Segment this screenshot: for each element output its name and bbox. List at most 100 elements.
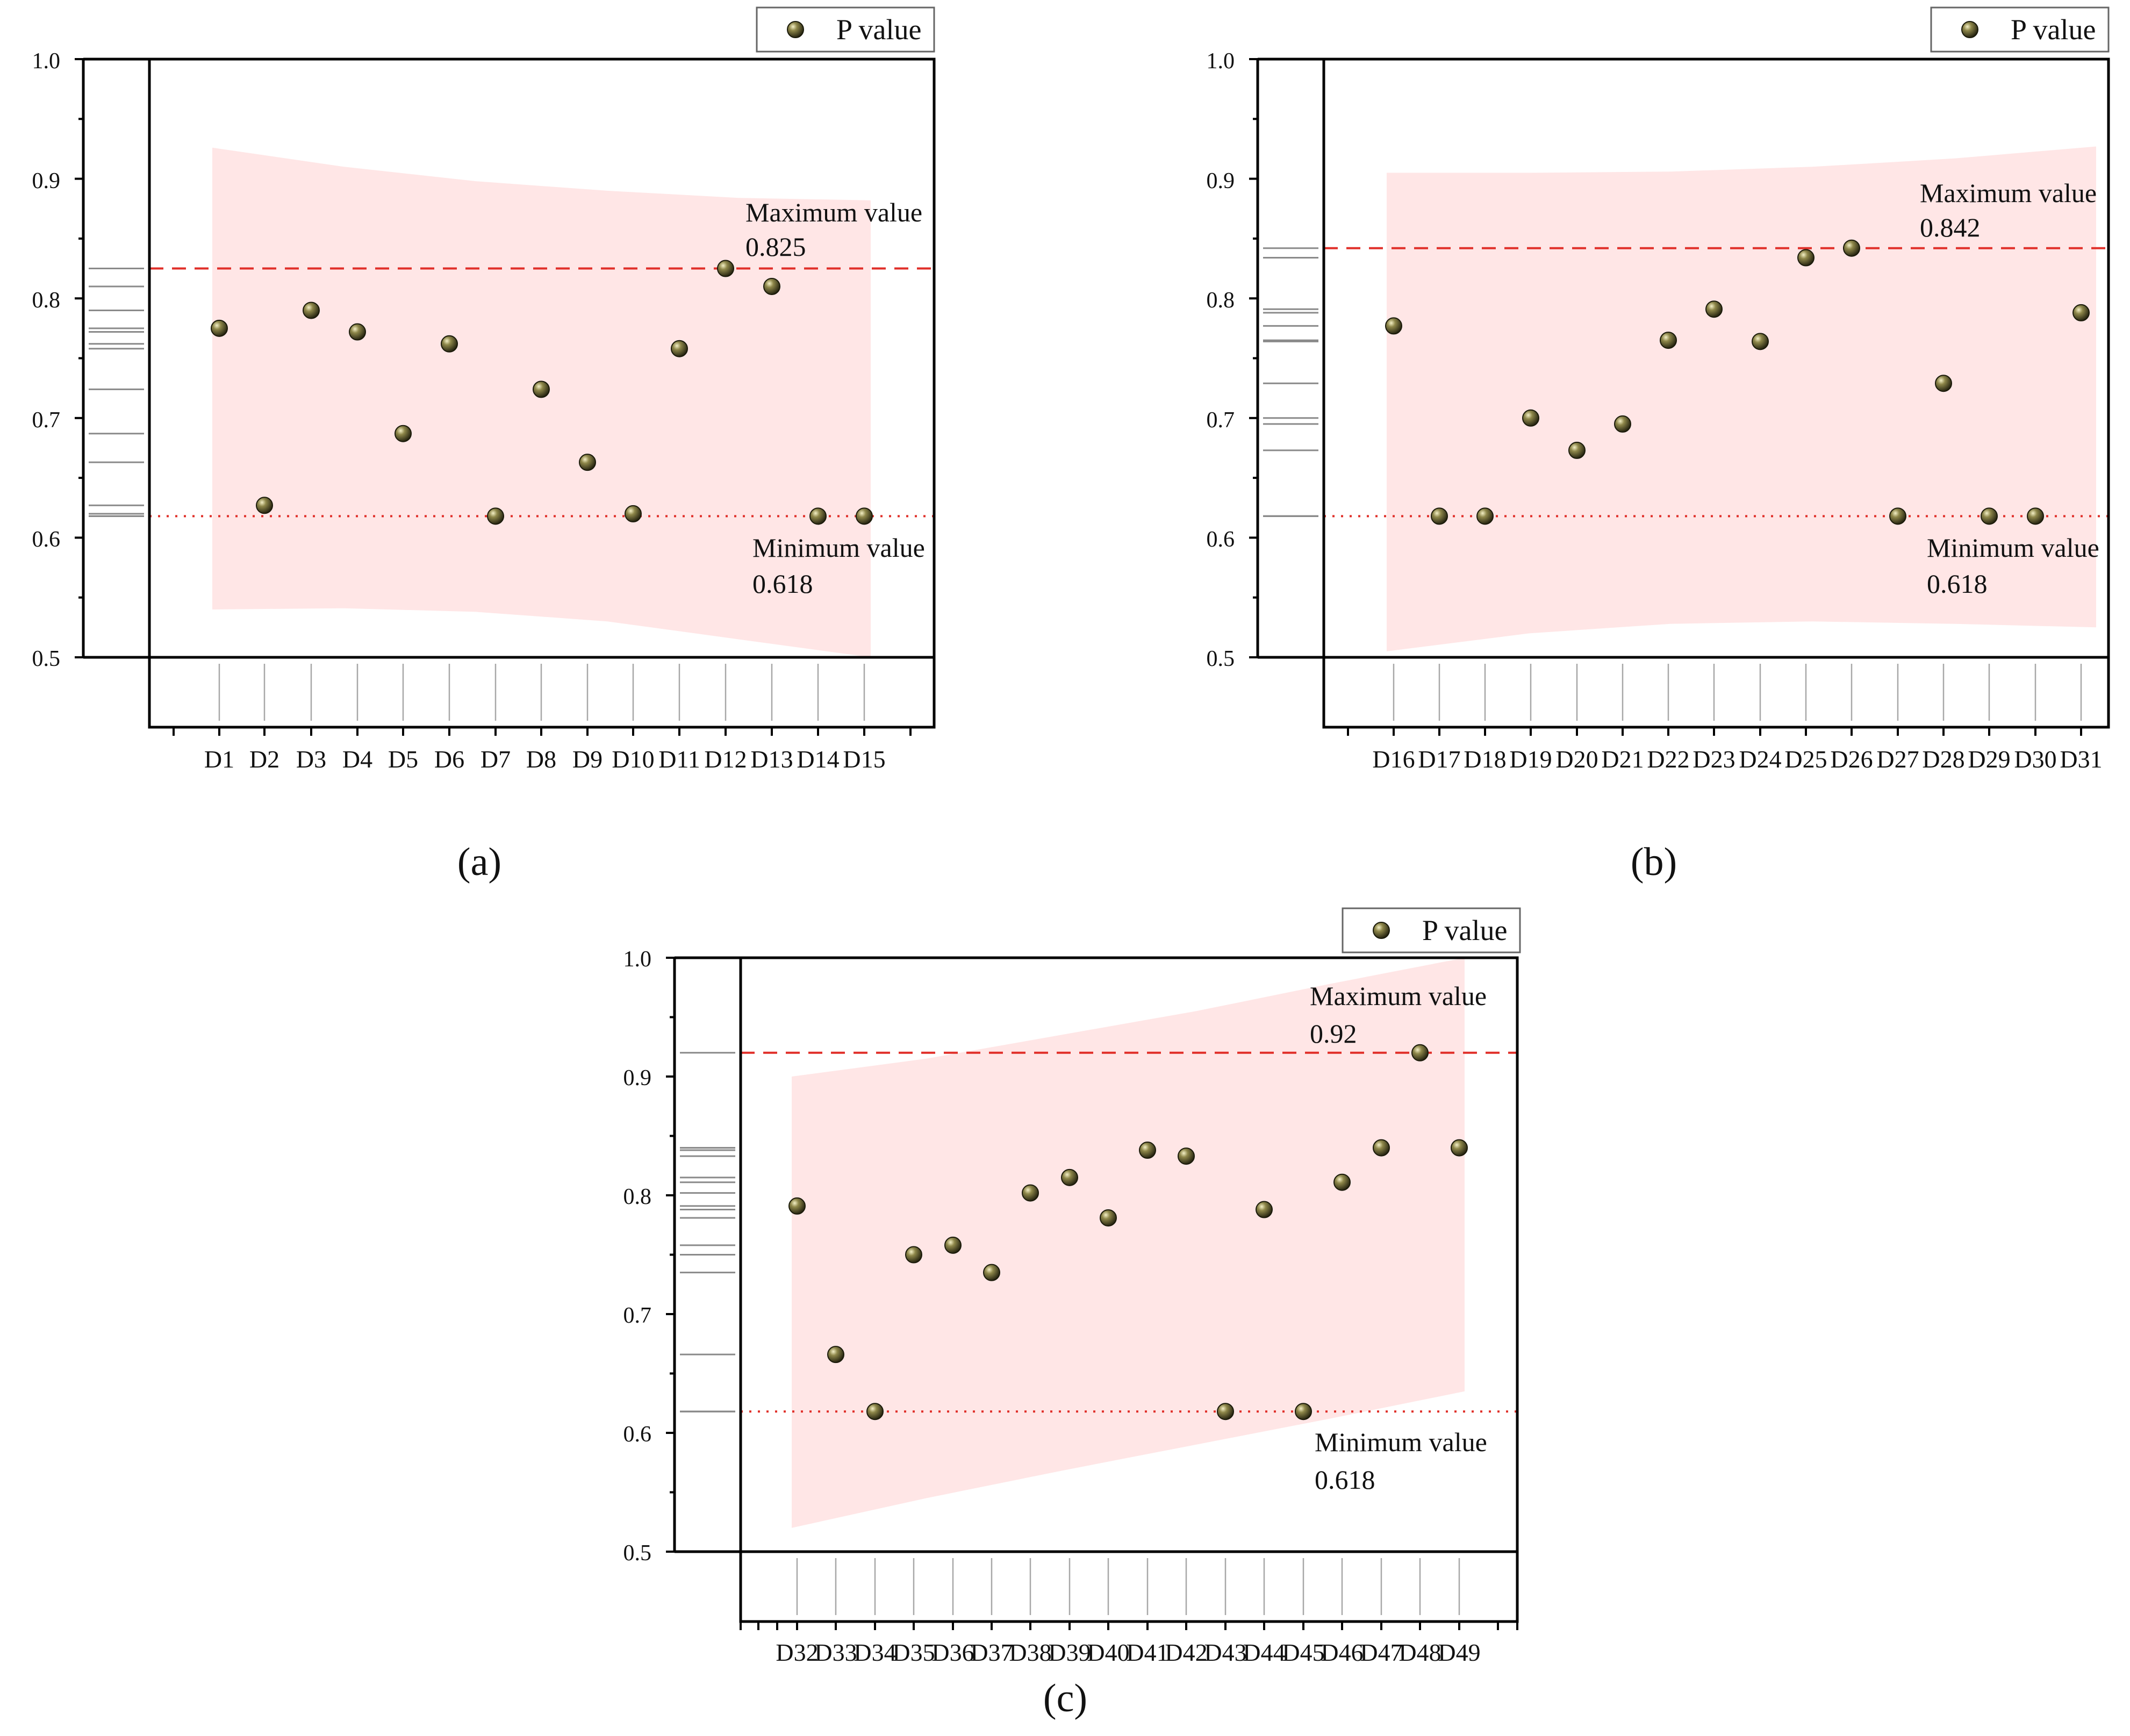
xtick-label-b-15: D31 [2060, 745, 2102, 773]
data-point-D19 [1522, 409, 1539, 427]
xtick-label-a-4: D5 [388, 745, 418, 773]
data-point-D44 [1256, 1201, 1273, 1218]
xtick-label-c-0: D32 [776, 1639, 818, 1666]
data-point-D48 [1411, 1044, 1429, 1061]
xtick-label-b-13: D29 [1968, 745, 2010, 773]
data-point-D30 [2027, 507, 2044, 525]
data-point-D45 [1295, 1403, 1312, 1421]
data-point-D46 [1333, 1173, 1351, 1191]
xtick-label-c-12: D44 [1243, 1639, 1285, 1666]
xtick-label-b-2: D18 [1464, 745, 1506, 773]
data-point-D4 [349, 323, 366, 341]
xtick-label-c-11: D43 [1204, 1639, 1246, 1666]
ytick-label-a-0: 0.5 [32, 647, 61, 671]
data-point-D34 [866, 1403, 884, 1421]
data-point-D43 [1217, 1403, 1234, 1421]
ytick-label-a-4: 0.9 [32, 169, 61, 193]
max-label-a: Maximum value [745, 197, 922, 227]
xtick-label-b-6: D22 [1647, 745, 1689, 773]
xtick-label-c-5: D37 [970, 1639, 1013, 1666]
ytick-label-a-1: 0.6 [32, 527, 61, 552]
data-point-D32 [788, 1197, 806, 1215]
ytick-label-c-1: 0.6 [623, 1422, 652, 1447]
xtick-label-c-6: D38 [1009, 1639, 1051, 1666]
legend-box-c [1342, 907, 1521, 953]
ytick-label-a-5: 1.0 [32, 49, 61, 74]
legend-box-b [1930, 6, 2110, 53]
data-point-D23 [1705, 300, 1723, 318]
xtick-label-a-3: D4 [342, 745, 372, 773]
confidence-band-c [792, 958, 1465, 1528]
panel-c: 0.5 0.6 0.7 0.8 0.9 1.0 D32 D33 D34 D35 … [623, 907, 1521, 1720]
xtick-label-a-1: D2 [249, 745, 279, 773]
data-point-D12 [717, 260, 734, 277]
legend-text-c: P value [1422, 914, 1507, 946]
ytick-label-a-3: 0.8 [32, 288, 61, 313]
data-point-D37 [983, 1264, 1000, 1281]
data-point-D16 [1385, 317, 1402, 335]
confidence-band-a [212, 147, 871, 657]
xtick-label-c-16: D48 [1399, 1639, 1441, 1666]
xtick-label-c-3: D35 [892, 1639, 935, 1666]
data-point-D47 [1373, 1139, 1390, 1157]
data-point-D17 [1431, 507, 1448, 525]
data-point-D2 [256, 497, 273, 514]
data-point-D35 [905, 1246, 922, 1264]
xtick-label-a-9: D10 [612, 745, 654, 773]
xtick-label-a-0: D1 [204, 745, 234, 773]
data-point-D8 [533, 381, 550, 398]
xtick-label-a-2: D3 [296, 745, 326, 773]
max-value-c: 0.92 [1310, 1018, 1357, 1049]
xtick-label-b-12: D28 [1922, 745, 1964, 773]
ytick-label-b-4: 0.9 [1207, 169, 1235, 193]
data-point-D38 [1022, 1184, 1039, 1202]
xtick-label-b-4: D20 [1555, 745, 1598, 773]
xtick-label-c-8: D40 [1087, 1639, 1129, 1666]
xtick-label-a-11: D12 [704, 745, 747, 773]
data-point-D28 [1935, 375, 1952, 392]
min-value-b: 0.618 [1927, 569, 1988, 599]
data-point-D24 [1752, 333, 1769, 350]
data-point-D15 [856, 507, 873, 525]
xtick-label-a-12: D13 [750, 745, 793, 773]
data-point-D31 [2072, 304, 2090, 321]
legend-text-b: P value [2011, 13, 2096, 46]
data-point-D49 [1451, 1139, 1468, 1157]
data-point-D36 [944, 1236, 962, 1254]
xtick-label-b-9: D25 [1784, 745, 1827, 773]
min-value-a: 0.618 [752, 569, 813, 599]
xtick-label-c-7: D39 [1048, 1639, 1091, 1666]
xtick-label-b-1: D17 [1418, 745, 1460, 773]
legend-b: P value [1930, 6, 2110, 53]
xtick-label-b-8: D24 [1739, 745, 1781, 773]
xtick-label-c-4: D36 [931, 1639, 974, 1666]
data-point-D41 [1139, 1142, 1156, 1159]
max-value-a: 0.825 [745, 232, 806, 262]
confidence-band-b [1387, 146, 2096, 651]
xtick-label-a-10: D11 [658, 745, 700, 773]
panel-label-c: (c) [1043, 1676, 1087, 1720]
data-point-D26 [1843, 239, 1860, 257]
max-label-b: Maximum value [1920, 178, 2097, 208]
xtick-label-c-14: D46 [1321, 1639, 1363, 1666]
data-point-D33 [827, 1346, 844, 1364]
data-point-D13 [763, 277, 780, 295]
panel-label-b: (b) [1631, 840, 1677, 884]
xtick-label-c-15: D47 [1360, 1639, 1402, 1666]
xtick-label-b-0: D16 [1372, 745, 1415, 773]
data-point-D39 [1061, 1168, 1078, 1186]
data-point-D42 [1178, 1147, 1195, 1165]
xtick-label-a-7: D8 [526, 745, 556, 773]
panel-a: 0.5 0.6 0.7 0.8 0.9 1.0 D1 D2 D3 D4 D5 D… [32, 6, 936, 884]
xtick-label-a-6: D7 [480, 745, 511, 773]
ytick-label-c-3: 0.8 [623, 1185, 652, 1209]
data-point-D20 [1568, 441, 1586, 459]
min-label-b: Minimum value [1927, 533, 2099, 563]
data-point-D3 [303, 302, 320, 319]
ytick-label-c-2: 0.7 [623, 1303, 652, 1328]
min-label-c: Minimum value [1315, 1427, 1487, 1457]
data-point-D27 [1889, 507, 1906, 525]
legend-text-a: P value [836, 13, 921, 46]
max-label-c: Maximum value [1310, 981, 1487, 1011]
